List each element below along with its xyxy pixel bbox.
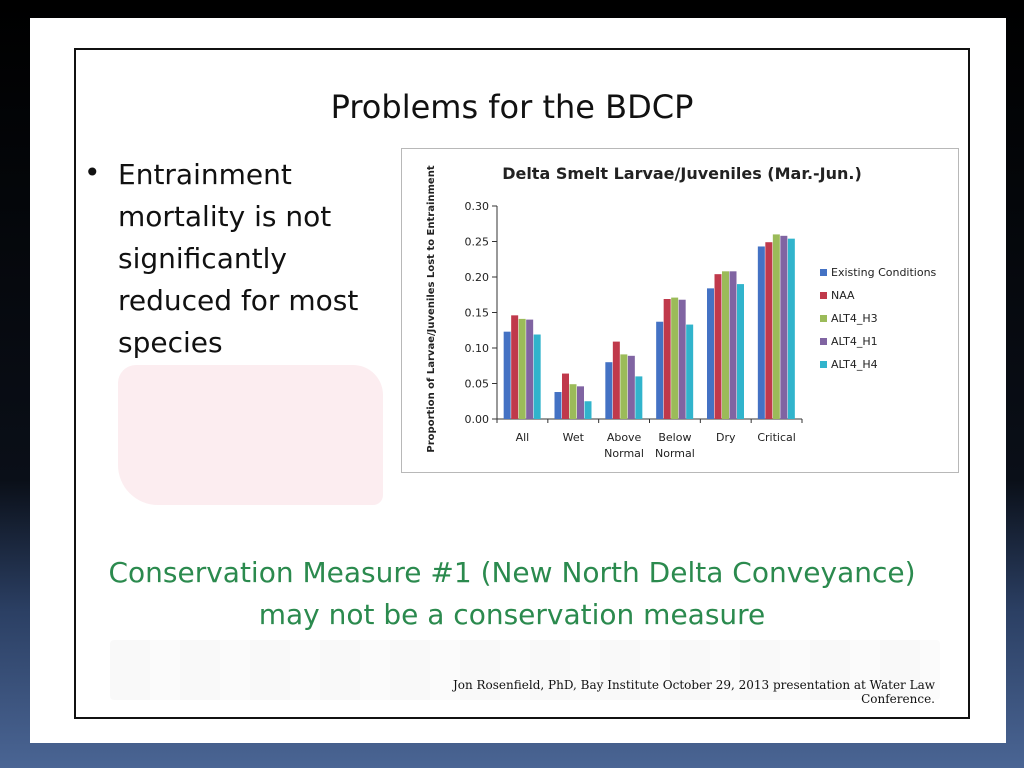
bar [562, 373, 569, 419]
conservation-measure-text: Conservation Measure #1 (New North Delta… [0, 552, 1024, 636]
bar [787, 238, 795, 419]
chart-title: Delta Smelt Larvae/Juveniles (Mar.-Jun.) [502, 164, 862, 183]
bar [569, 384, 577, 419]
legend-swatch [820, 292, 827, 299]
conservation-measure-line-1: Conservation Measure #1 (New North Delta… [108, 556, 916, 589]
bar [722, 271, 729, 419]
x-tick-label: Dry [716, 431, 736, 444]
x-tick-label: All [516, 431, 530, 444]
bar [605, 362, 613, 419]
bar [577, 386, 584, 419]
legend-swatch [820, 361, 827, 368]
bar [612, 341, 620, 419]
bar [518, 318, 526, 419]
decorative-smudge [118, 365, 383, 505]
bar [757, 246, 765, 419]
bar [678, 299, 686, 419]
bar [671, 297, 679, 419]
x-tick-label: Wet [563, 431, 585, 444]
bar [714, 274, 722, 419]
plot-area: 0.00 0.05 0.10 0.15 0.20 0.25 0.30 All Wet Above N… [465, 200, 803, 460]
legend-swatch [820, 269, 827, 276]
y-axis-label: Proportion of Larvae/Juveniles Lost to E… [426, 165, 437, 452]
bar [656, 321, 664, 419]
x-tick-label: Above [607, 431, 642, 444]
legend-label: ALT4_H4 [831, 358, 878, 371]
chart-container: Delta Smelt Larvae/Juveniles (Mar.-Jun.)… [401, 148, 959, 473]
slide-title: Problems for the BDCP [330, 88, 694, 126]
bar [620, 354, 628, 419]
legend-label: Existing Conditions [831, 266, 937, 279]
x-tick-label: Normal [655, 447, 695, 460]
bar-chart: Delta Smelt Larvae/Juveniles (Mar.-Jun.)… [426, 164, 937, 460]
bar [526, 319, 534, 419]
bullet-text: Entrainment mortality is not significant… [118, 158, 359, 359]
legend-swatch [820, 338, 827, 345]
bar [772, 234, 780, 419]
bar [780, 235, 788, 419]
legend-label: ALT4_H1 [831, 335, 878, 348]
legend-label: ALT4_H3 [831, 312, 878, 325]
legend-label: NAA [831, 289, 855, 302]
y-tick-label: 0.10 [465, 342, 490, 355]
x-tick-label: Normal [604, 447, 644, 460]
y-tick-label: 0.05 [465, 378, 490, 391]
bar [554, 392, 562, 419]
y-tick-label: 0.25 [465, 236, 490, 249]
conservation-measure-line-2: may not be a conservation measure [258, 598, 766, 631]
bar [584, 401, 592, 419]
x-tick-label: Critical [757, 431, 795, 444]
bullet-marker: • [84, 156, 101, 189]
bar [511, 315, 519, 419]
faded-background-text [110, 640, 940, 700]
bar [737, 284, 744, 419]
bar [663, 299, 671, 419]
bar [635, 376, 643, 419]
bar [729, 271, 737, 419]
credit-line: Jon Rosenfield, PhD, Bay Institute Octob… [452, 678, 935, 706]
bar [533, 334, 541, 419]
bar [707, 288, 714, 419]
x-tick-label: Below [658, 431, 691, 444]
legend-swatch [820, 315, 827, 322]
y-tick-label: 0.15 [465, 307, 490, 320]
bar [765, 242, 773, 419]
bar [686, 324, 694, 419]
y-tick-label: 0.20 [465, 271, 490, 284]
y-tick-label: 0.00 [465, 413, 490, 426]
legend: Existing Conditions NAA ALT4_H3 ALT4_H1 ALT4… [820, 266, 937, 371]
bar [503, 331, 511, 419]
y-tick-label: 0.30 [465, 200, 490, 213]
bar [627, 355, 635, 419]
